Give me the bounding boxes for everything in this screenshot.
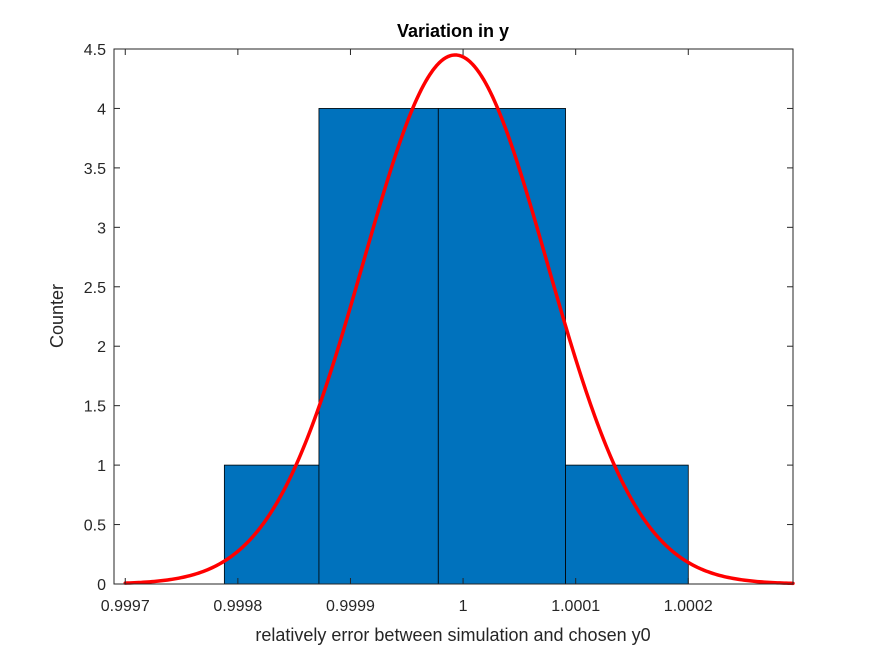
x-tick-label: 1.0002 — [664, 598, 713, 615]
x-axis-label: relatively error between simulation and … — [255, 625, 650, 645]
histogram-bar — [223, 464, 320, 585]
bars-layer — [223, 108, 689, 585]
y-tick-label: 2.5 — [84, 280, 106, 297]
y-tick-label: 2 — [97, 339, 106, 356]
axes-layer — [113, 48, 794, 585]
y-tick-label: 3 — [97, 220, 106, 237]
histogram-bar — [437, 108, 566, 585]
y-tick-label: 4 — [97, 101, 106, 118]
y-tick-label: 1 — [97, 458, 106, 475]
y-tick-label: 0.5 — [84, 518, 106, 535]
x-tick-label: 0.9999 — [326, 598, 375, 615]
x-tick-label: 1 — [459, 598, 468, 615]
x-tick-label: 1.0001 — [551, 598, 600, 615]
x-tick-label: 0.9997 — [101, 598, 150, 615]
y-tick-label: 3.5 — [84, 161, 106, 178]
chart-title: Variation in y — [397, 21, 509, 41]
histogram-bar — [565, 464, 689, 585]
histogram-bar — [318, 108, 439, 585]
y-tick-label: 1.5 — [84, 399, 106, 416]
axes-box — [113, 48, 794, 585]
ticks-layer: 0.9997 0.9998 0.9999 1 1.0001 1.0002 0 0.5 1 1.5 2… — [84, 42, 793, 615]
y-tick-label: 0 — [97, 577, 106, 594]
x-tick-label: 0.9998 — [213, 598, 262, 615]
y-axis-label: Counter — [47, 284, 67, 348]
y-tick-label: 4.5 — [84, 42, 106, 59]
normal-fit-curve — [123, 53, 795, 586]
fit-curve-layer — [123, 53, 795, 586]
